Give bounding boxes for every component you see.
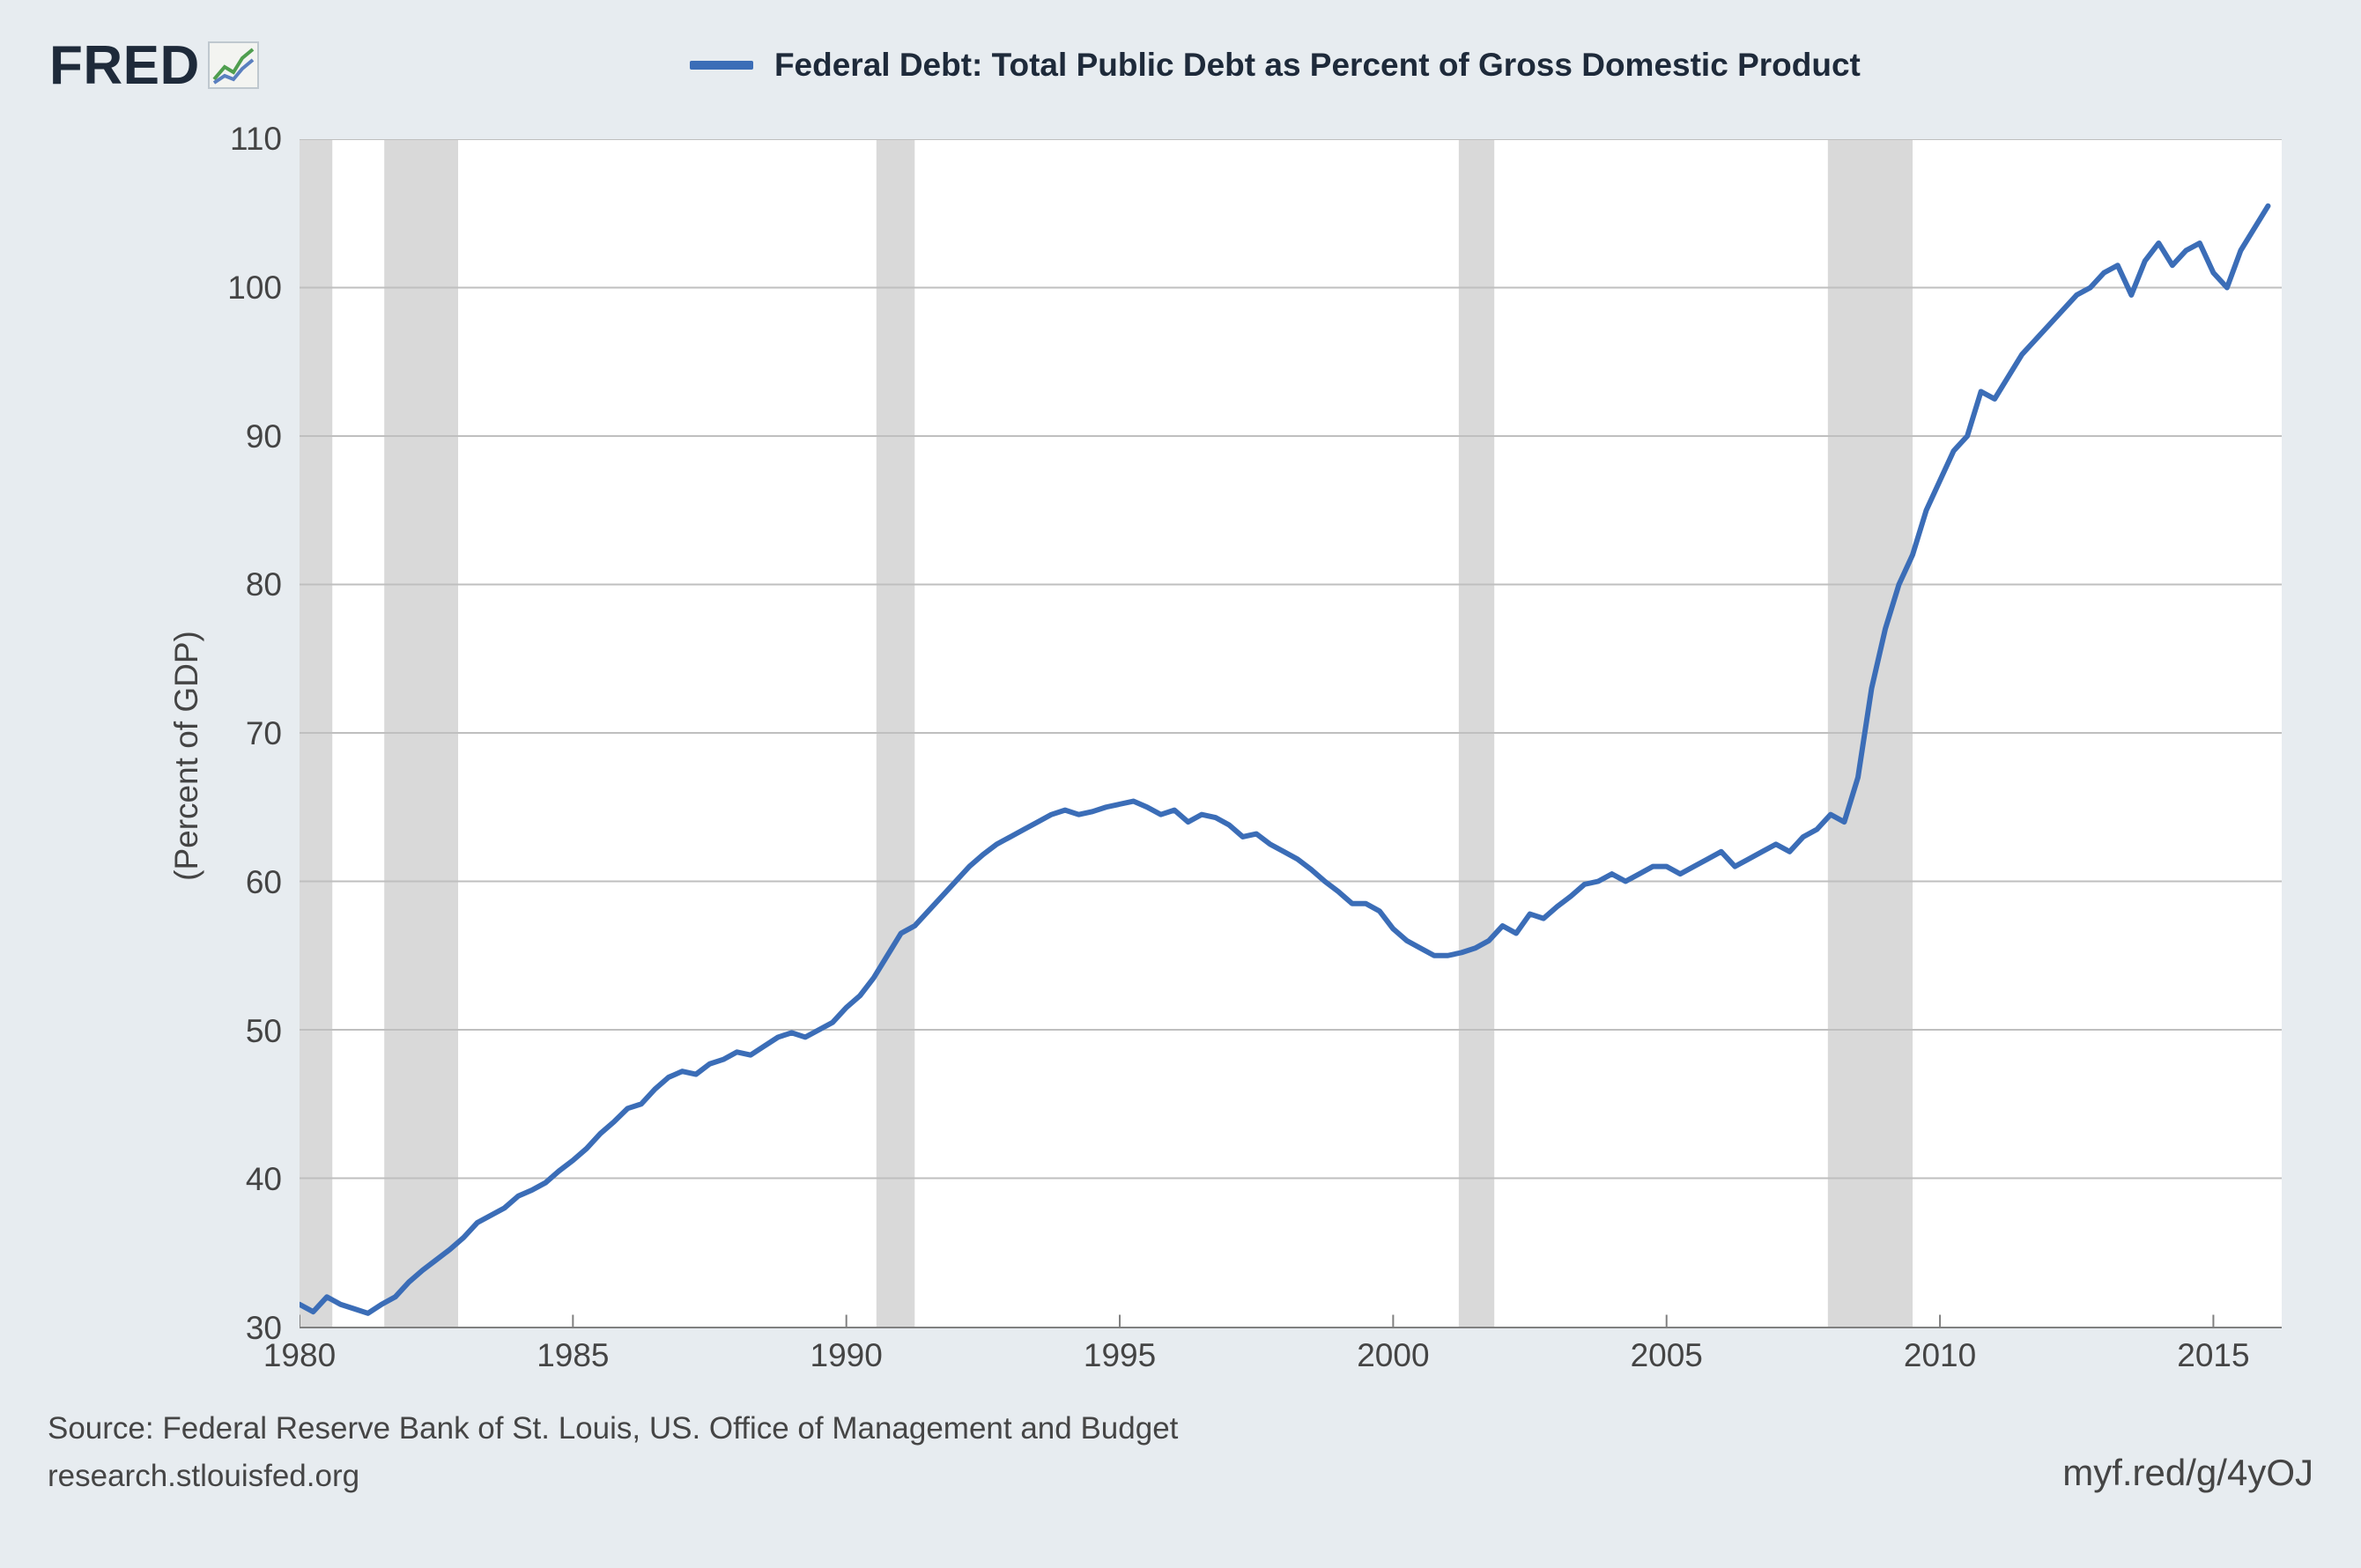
- x-tick-label: 2010: [1904, 1337, 1976, 1374]
- y-tick-label: 110: [230, 121, 282, 158]
- x-tick-labels: 19801985199019952000200520102015: [300, 1337, 2282, 1381]
- shortlink-text: myf.red/g/4yOJ: [2062, 1452, 2313, 1493]
- y-tick-label: 40: [246, 1161, 282, 1198]
- y-tick-label: 70: [246, 715, 282, 752]
- logo-chart-icon: [207, 41, 260, 90]
- x-tick-label: 2005: [1631, 1337, 1703, 1374]
- chart-footer: Source: Federal Reserve Bank of St. Loui…: [35, 1411, 2326, 1494]
- y-tick-label: 100: [227, 270, 282, 307]
- chart-block: (Percent of GDP) 30405060708090100110 19…: [35, 113, 2326, 1399]
- logo-text: FRED: [49, 34, 200, 97]
- x-tick-label: 1990: [810, 1337, 883, 1374]
- site-text: research.stlouisfed.org: [48, 1459, 1178, 1494]
- chart-container: FRED Federal Debt: Total Public Debt as …: [0, 0, 2361, 1568]
- chart-header: FRED Federal Debt: Total Public Debt as …: [35, 18, 2326, 113]
- source-text: Source: Federal Reserve Bank of St. Loui…: [48, 1411, 1178, 1446]
- x-tick-label: 1985: [537, 1337, 609, 1374]
- y-tick-label: 80: [246, 566, 282, 603]
- legend-swatch: [690, 61, 753, 70]
- y-tick-label: 90: [246, 418, 282, 455]
- legend-label: Federal Debt: Total Public Debt as Perce…: [774, 47, 1861, 84]
- x-tick-label: 2015: [2177, 1337, 2249, 1374]
- footer-left: Source: Federal Reserve Bank of St. Loui…: [48, 1411, 1178, 1494]
- chart-svg: [300, 139, 2282, 1327]
- y-tick-label: 50: [246, 1013, 282, 1050]
- plot-wrapper: 30405060708090100110 1980198519901995200…: [300, 139, 2282, 1328]
- chart-legend: Federal Debt: Total Public Debt as Perce…: [690, 47, 1896, 84]
- x-tick-label: 2000: [1357, 1337, 1429, 1374]
- footer-right: myf.red/g/4yOJ: [2062, 1452, 2313, 1494]
- fred-logo: FRED: [49, 34, 260, 97]
- y-tick-labels: 30405060708090100110: [194, 139, 282, 1328]
- plot-area: [300, 139, 2282, 1328]
- x-tick-label: 1995: [1084, 1337, 1156, 1374]
- x-tick-label: 1980: [263, 1337, 336, 1374]
- y-tick-label: 60: [246, 864, 282, 901]
